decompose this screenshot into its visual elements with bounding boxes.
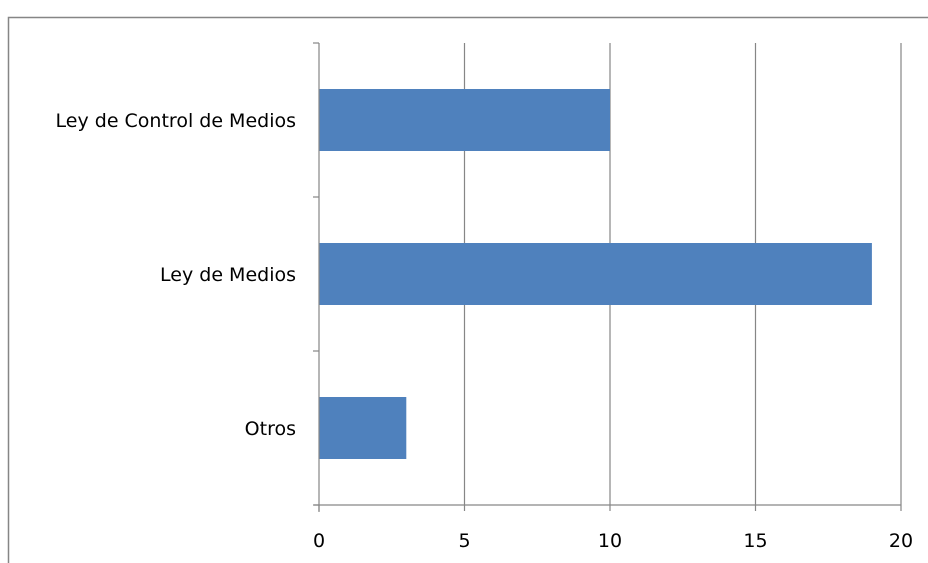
- axes: [313, 42, 902, 512]
- x-tick-label-10: 10: [598, 530, 622, 552]
- y-tick-label-1: Ley de Medios: [160, 264, 296, 286]
- x-tick-label-15: 15: [743, 530, 767, 552]
- y-tick-label-0: Ley de Control de Medios: [56, 110, 296, 132]
- bar-1: [319, 243, 872, 305]
- chart-border: [7, 16, 928, 563]
- bar-2: [319, 397, 407, 459]
- x-tick-label-0: 0: [313, 530, 325, 552]
- x-tick-label-20: 20: [889, 530, 913, 552]
- bars: [319, 89, 872, 459]
- bar-0: [319, 89, 610, 151]
- tick-labels: Ley de Control de Medios Ley de Medios Otr…: [56, 110, 914, 552]
- y-tick-label-2: Otros: [245, 418, 296, 440]
- x-tick-label-5: 5: [458, 530, 470, 552]
